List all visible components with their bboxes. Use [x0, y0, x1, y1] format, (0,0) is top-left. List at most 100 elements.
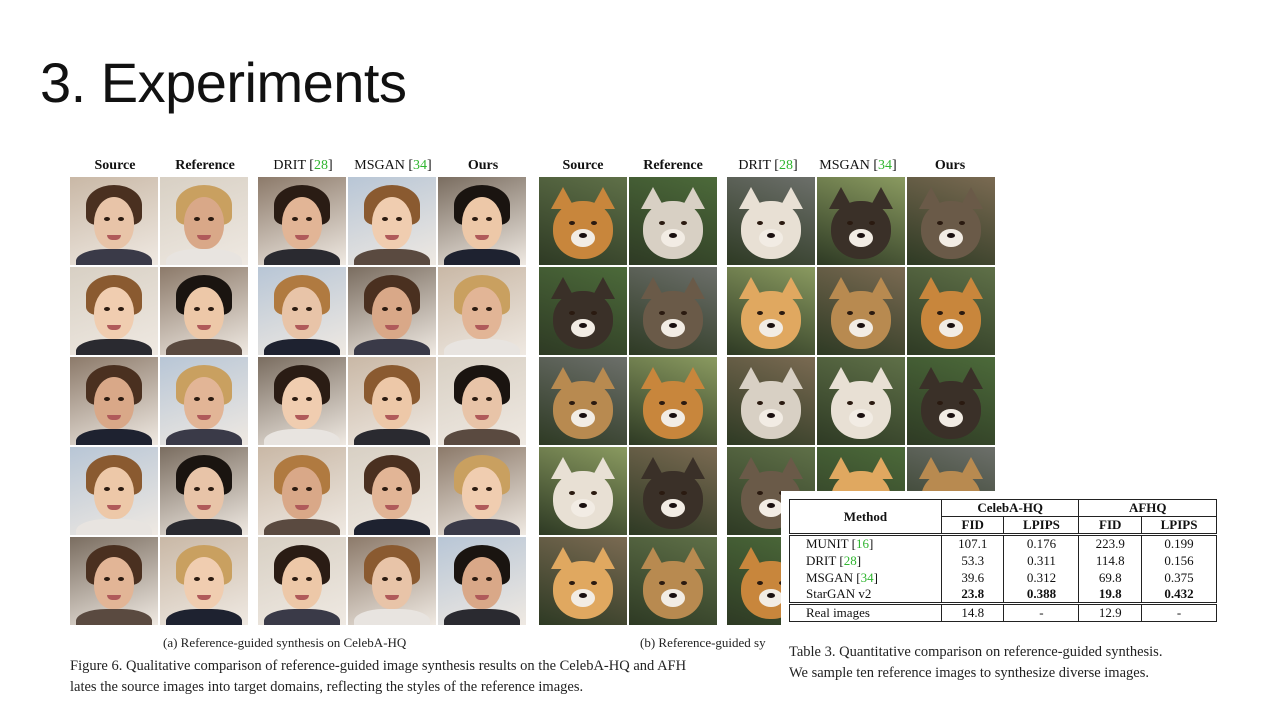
animal-image [539, 447, 627, 535]
animal-image [907, 177, 995, 265]
group-header-afhq: AFHQ [1078, 499, 1217, 517]
metric-header: FID [940, 516, 1005, 535]
metric-header: FID [1078, 516, 1142, 535]
value-cell: 0.311 [1003, 552, 1080, 569]
header-ours-animals: Ours [934, 158, 966, 173]
face-image [438, 267, 526, 355]
faces-source-reference-grid [70, 177, 248, 625]
animal-image [817, 267, 905, 355]
animal-image [629, 447, 717, 535]
animals-source-reference-grid [539, 177, 717, 625]
value-cell: 23.8 [940, 586, 1005, 604]
face-image [348, 267, 436, 355]
header-drit-faces: DRIT [28] [273, 158, 333, 173]
citation-link[interactable]: 34 [860, 569, 874, 585]
face-image [438, 357, 526, 445]
faces-output-grid [258, 177, 526, 625]
animal-image [817, 177, 905, 265]
face-image [258, 357, 346, 445]
animal-image [629, 177, 717, 265]
value-cell: 107.1 [940, 533, 1005, 552]
face-image [258, 177, 346, 265]
face-image [348, 177, 436, 265]
face-image [348, 447, 436, 535]
face-image [70, 537, 158, 625]
header-source-animals: Source [562, 158, 604, 173]
table-row-real-images: Real images 14.8 - 12.9 - [789, 602, 1217, 622]
animal-image [907, 357, 995, 445]
value-cell: 53.3 [940, 552, 1005, 569]
slide-title: 3. Experiments [40, 51, 407, 114]
value-cell: - [1141, 602, 1217, 622]
animal-image [727, 357, 815, 445]
value-cell: 0.312 [1003, 569, 1080, 586]
method-cell: MSGAN [34] [789, 569, 942, 586]
metric-header: LPIPS [1141, 516, 1217, 535]
animal-image [907, 267, 995, 355]
face-image [348, 357, 436, 445]
table-row: MSGAN [34] 39.6 0.312 69.8 0.375 [789, 569, 1217, 586]
method-name: DRIT [806, 552, 840, 568]
face-image [258, 537, 346, 625]
value-cell: 0.199 [1141, 533, 1217, 552]
method-name: StarGAN v2 [806, 586, 872, 601]
value-cell: 0.375 [1141, 569, 1217, 586]
figure-caption: Figure 6. Qualitative comparison of refe… [70, 656, 782, 698]
animal-image [539, 177, 627, 265]
value-cell: 19.8 [1078, 586, 1142, 604]
value-cell: 114.8 [1078, 552, 1142, 569]
method-cell: DRIT [28] [789, 552, 942, 569]
face-image [160, 177, 248, 265]
face-image [160, 447, 248, 535]
header-msgan-faces: MSGAN [34] [354, 158, 432, 173]
value-cell: 223.9 [1078, 533, 1142, 552]
table-caption-line-1: Table 3. Quantitative comparison on refe… [789, 644, 1163, 660]
animal-image [629, 267, 717, 355]
animal-image [629, 537, 717, 625]
results-table-card: Method CelebA-HQ AFHQ FID LPIPS FID LPIP… [781, 491, 1218, 681]
face-image [438, 177, 526, 265]
face-image [258, 447, 346, 535]
header-ours-faces: Ours [467, 158, 499, 173]
face-image [160, 267, 248, 355]
metric-header: LPIPS [1003, 516, 1080, 535]
value-cell: 14.8 [940, 602, 1005, 622]
face-image [258, 267, 346, 355]
value-cell: 0.432 [1141, 586, 1217, 604]
group-header-celeba: CelebA-HQ [940, 499, 1080, 517]
method-name: MSGAN [806, 569, 857, 585]
value-cell: 0.176 [1003, 533, 1080, 552]
header-source-faces: Source [94, 158, 136, 173]
results-table: Method CelebA-HQ AFHQ FID LPIPS FID LPIP… [789, 499, 1217, 622]
citation-link[interactable]: 16 [855, 536, 869, 551]
method-name: MUNIT [806, 536, 852, 551]
subcaption-b: (b) Reference-guided sy [640, 635, 766, 650]
face-image [70, 357, 158, 445]
figure-caption-line-1: Figure 6. Qualitative comparison of refe… [70, 658, 687, 674]
face-image [70, 447, 158, 535]
animal-image [727, 177, 815, 265]
face-image [70, 177, 158, 265]
face-image [70, 267, 158, 355]
value-cell: 39.6 [940, 569, 1005, 586]
animal-image [539, 357, 627, 445]
value-cell: 69.8 [1078, 569, 1142, 586]
animal-image [727, 267, 815, 355]
figure-caption-line-2: lates the source images into target doma… [70, 679, 584, 695]
method-cell: MUNIT [16] [789, 533, 942, 552]
method-header: Method [789, 499, 942, 535]
table-row: DRIT [28] 53.3 0.311 114.8 0.156 [789, 552, 1217, 569]
face-image [438, 537, 526, 625]
value-cell: 0.156 [1141, 552, 1217, 569]
face-image [160, 537, 248, 625]
table-caption: Table 3. Quantitative comparison on refe… [789, 642, 1219, 684]
value-cell: 12.9 [1078, 602, 1142, 622]
face-image [160, 357, 248, 445]
citation-link[interactable]: 28 [843, 552, 857, 568]
value-cell: 0.388 [1003, 586, 1080, 604]
animal-image [539, 267, 627, 355]
subcaption-a: (a) Reference-guided synthesis on CelebA… [163, 635, 407, 650]
table-caption-line-2: We sample ten reference images to synthe… [789, 665, 1149, 681]
table-row: StarGAN v2 23.8 0.388 19.8 0.432 [789, 586, 1217, 604]
header-reference-animals: Reference [643, 158, 703, 173]
